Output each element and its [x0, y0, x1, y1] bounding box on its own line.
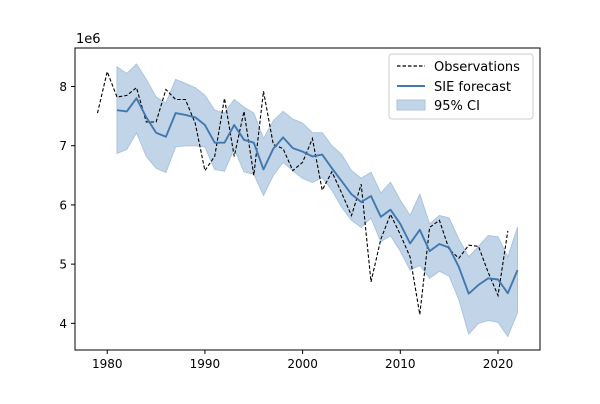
x-tick-label: 1990: [190, 357, 221, 371]
x-axis: 1980 1990 2000 2010 2020: [92, 350, 513, 371]
legend-ci-swatch: [396, 99, 426, 111]
y-tick-label: 5: [59, 258, 67, 272]
ci-band-layer: [116, 63, 518, 338]
x-tick-label: 2010: [385, 357, 416, 371]
legend-forecast-label: SIE forecast: [434, 80, 511, 95]
observations-line: [96, 69, 509, 315]
legend-observations-label: Observations: [434, 60, 520, 75]
plot-frame: [74, 47, 541, 351]
legend-ci-label: 95% CI: [434, 99, 480, 114]
x-tick-label: 2020: [483, 357, 514, 371]
y-tick-label: 7: [59, 139, 67, 153]
x-tick-label: 1980: [92, 357, 123, 371]
x-tick-label: 2000: [287, 357, 318, 371]
y-tick-label: 8: [59, 80, 67, 94]
y-tick-label: 6: [59, 198, 67, 212]
forecast-layer: [116, 97, 519, 295]
observations-layer: [96, 69, 509, 315]
y-multiplier-label: 1e6: [76, 32, 101, 47]
legend: Observations SIE forecast 95% CI: [388, 53, 534, 120]
forecast-line: [116, 97, 519, 295]
y-axis: 4 5 6 7 8: [59, 80, 75, 331]
ci-band: [116, 63, 518, 338]
y-tick-label: 4: [59, 317, 67, 331]
